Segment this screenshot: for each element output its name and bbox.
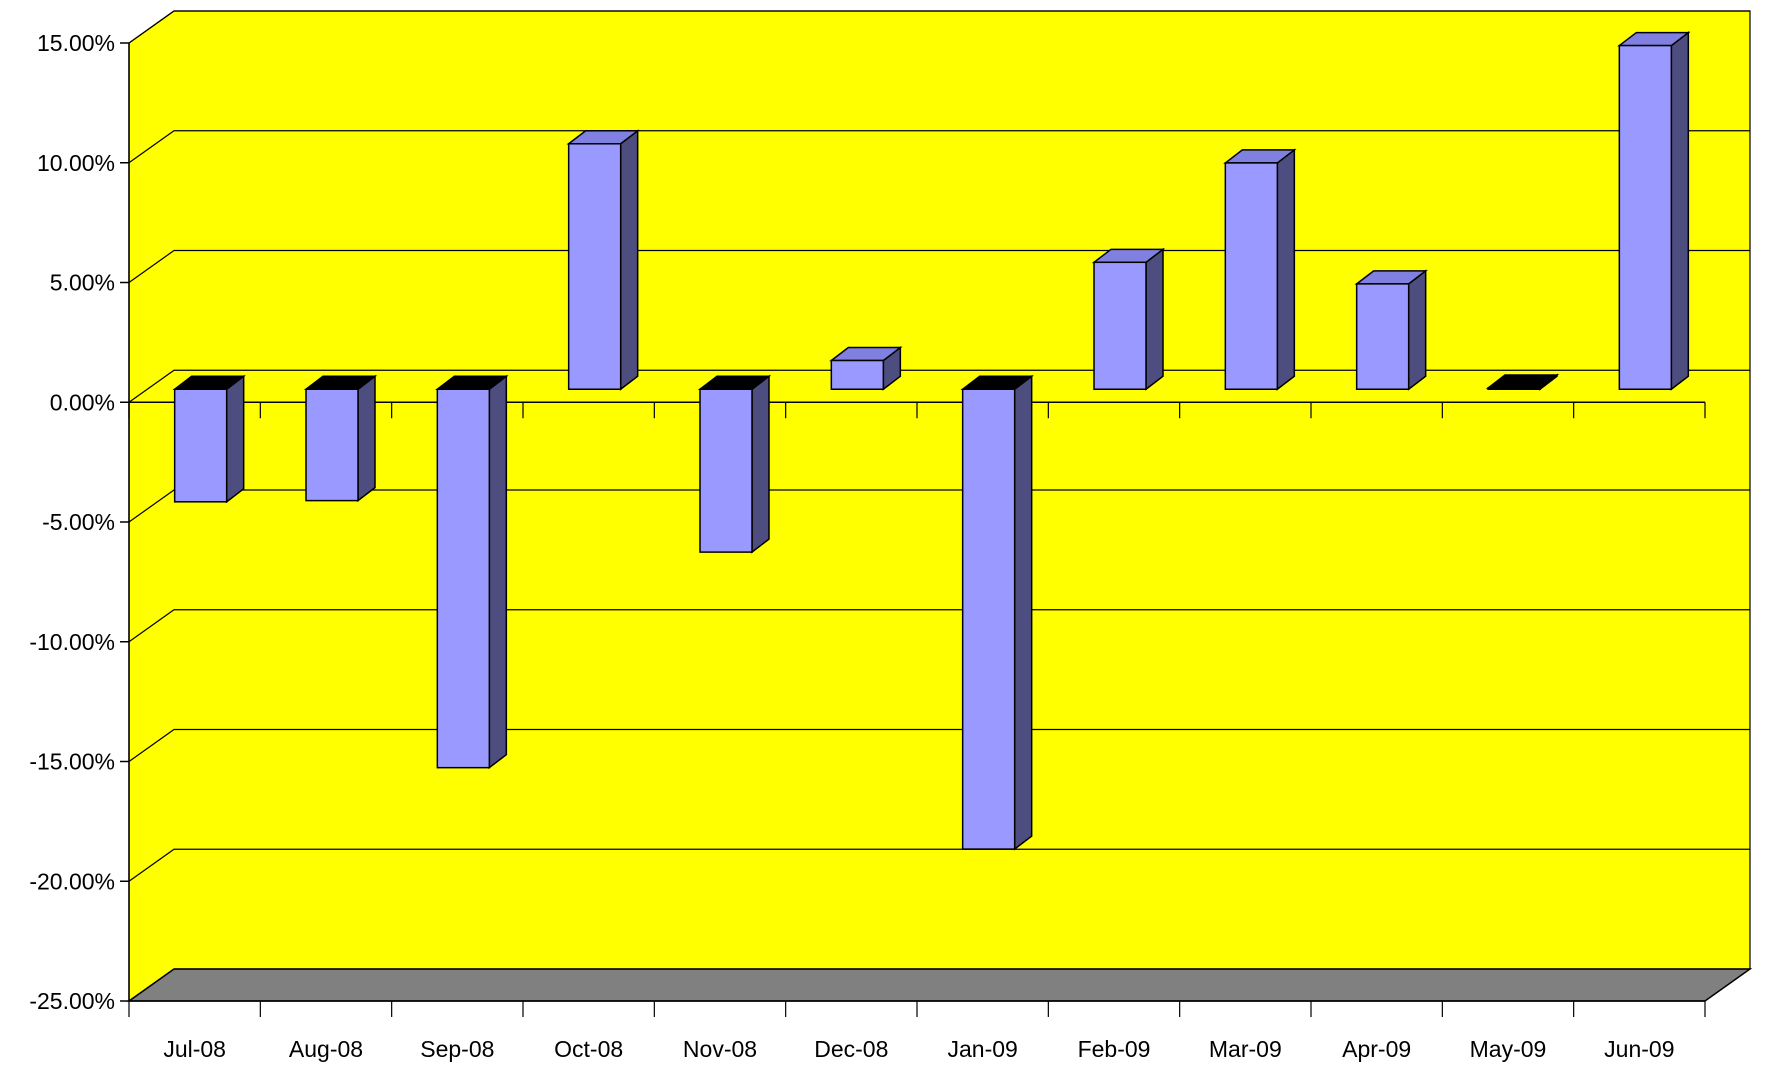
y-tick-label: 5.00%	[50, 270, 115, 296]
bar	[172, 374, 246, 504]
chart-floor	[126, 968, 1753, 1002]
bar	[303, 374, 378, 503]
bar-front	[830, 359, 885, 391]
y-tick-label: -10.00%	[29, 629, 115, 655]
bar	[960, 374, 1034, 851]
x-tick-label: Sep-08	[420, 1036, 494, 1062]
bar	[1354, 269, 1428, 391]
gridline	[128, 130, 1750, 164]
bar	[435, 374, 509, 770]
bar	[697, 374, 772, 554]
gridline	[128, 968, 1750, 1002]
y-tick-label: -25.00%	[29, 988, 115, 1014]
bar-front	[699, 388, 753, 553]
gridline	[128, 848, 1750, 882]
bars	[172, 31, 1691, 851]
y-tick-label: -15.00%	[29, 749, 115, 775]
bar-side	[1145, 247, 1164, 391]
bar-side	[488, 374, 508, 770]
bar-front	[1224, 162, 1279, 390]
axes	[120, 42, 1706, 1017]
bar	[566, 129, 640, 391]
x-tick-label: Aug-08	[289, 1036, 363, 1062]
y-tick-label: -20.00%	[29, 868, 115, 894]
bar-front	[1355, 283, 1410, 390]
bar-front	[173, 388, 228, 503]
bar-side	[1276, 148, 1296, 391]
bar-side	[1013, 374, 1033, 851]
y-tick-label: 0.00%	[50, 389, 115, 415]
bar-side	[357, 374, 376, 503]
bar-side	[619, 129, 639, 391]
bar	[1617, 31, 1691, 391]
bar	[1091, 247, 1166, 391]
bar-front	[305, 388, 359, 502]
y-tick-label: 10.00%	[37, 150, 115, 176]
bar	[1223, 148, 1297, 391]
chart-walls	[126, 10, 1753, 1002]
x-tick-label: Feb-09	[1078, 1036, 1151, 1062]
y-tick-label: 15.00%	[37, 30, 115, 56]
bar-side	[751, 374, 770, 554]
x-tick-label: Jul-08	[163, 1036, 226, 1062]
x-tick-label: Mar-09	[1209, 1036, 1282, 1062]
bar-side	[1670, 31, 1690, 391]
bar-front	[1618, 44, 1673, 390]
bar-side	[225, 374, 245, 504]
x-tick-label: Oct-08	[554, 1036, 623, 1062]
x-tick-label: Nov-08	[683, 1036, 757, 1062]
y-tick-label: -5.00%	[42, 509, 115, 535]
x-tick-label: Apr-09	[1342, 1036, 1411, 1062]
x-tick-label: Jun-09	[1604, 1036, 1674, 1062]
bar-front	[961, 388, 1016, 850]
bar-side	[1407, 269, 1427, 391]
back-wall	[128, 10, 1751, 1002]
bar-front	[1093, 261, 1147, 390]
bar-front	[567, 143, 622, 390]
x-tick-label: Jan-09	[948, 1036, 1018, 1062]
gridline	[128, 728, 1750, 762]
bar	[829, 345, 903, 391]
bar-front	[1487, 387, 1541, 390]
gridline	[128, 10, 1750, 44]
x-tick-label: May-09	[1470, 1036, 1547, 1062]
gridline	[128, 609, 1750, 643]
bar	[1485, 373, 1560, 391]
y-tick-labels: -25.00% -20.00% -15.00% -10.00% -5.00% 0.00% 5…	[29, 30, 115, 1014]
bar-front	[436, 388, 491, 769]
x-tick-labels: Jul-08 Aug-08 Sep-08 Oct-08 Nov-08 Dec-08 Jan-…	[163, 1036, 1674, 1062]
x-tick-label: Dec-08	[814, 1036, 888, 1062]
